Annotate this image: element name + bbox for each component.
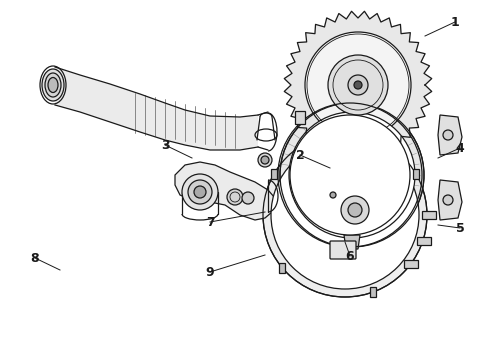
Circle shape: [330, 192, 336, 198]
Circle shape: [227, 189, 243, 205]
Polygon shape: [342, 128, 348, 138]
Circle shape: [341, 196, 369, 224]
Circle shape: [271, 141, 419, 289]
Circle shape: [263, 133, 427, 297]
Circle shape: [443, 195, 453, 205]
Polygon shape: [175, 162, 275, 220]
Text: 3: 3: [161, 139, 170, 152]
Polygon shape: [271, 169, 277, 179]
Circle shape: [348, 75, 368, 95]
Circle shape: [328, 55, 388, 115]
Circle shape: [354, 81, 362, 89]
Polygon shape: [370, 287, 376, 297]
Polygon shape: [279, 263, 285, 273]
Polygon shape: [417, 237, 431, 245]
Ellipse shape: [45, 73, 61, 97]
Circle shape: [290, 115, 410, 235]
Polygon shape: [422, 211, 436, 219]
Circle shape: [188, 180, 212, 204]
Text: 5: 5: [456, 221, 465, 234]
Polygon shape: [344, 235, 360, 249]
Polygon shape: [413, 169, 419, 179]
FancyBboxPatch shape: [330, 241, 356, 259]
Polygon shape: [55, 67, 258, 150]
Circle shape: [182, 174, 218, 210]
Text: 8: 8: [31, 252, 39, 265]
Polygon shape: [284, 11, 432, 159]
Circle shape: [305, 32, 411, 138]
Circle shape: [348, 203, 362, 217]
Polygon shape: [295, 111, 305, 123]
Circle shape: [333, 188, 377, 232]
Polygon shape: [404, 261, 418, 269]
Polygon shape: [438, 180, 462, 220]
Text: 9: 9: [206, 266, 214, 279]
Text: 6: 6: [345, 249, 354, 262]
Circle shape: [289, 112, 415, 238]
Text: 7: 7: [206, 216, 215, 229]
Circle shape: [242, 192, 254, 204]
Ellipse shape: [42, 69, 64, 101]
Polygon shape: [438, 115, 462, 155]
Circle shape: [443, 130, 453, 140]
Text: 1: 1: [451, 15, 459, 28]
Circle shape: [258, 153, 272, 167]
Circle shape: [280, 103, 424, 247]
Ellipse shape: [48, 77, 58, 93]
Circle shape: [328, 190, 338, 200]
Circle shape: [194, 186, 206, 198]
Text: 2: 2: [295, 149, 304, 162]
Circle shape: [261, 156, 269, 164]
Text: 4: 4: [456, 141, 465, 154]
